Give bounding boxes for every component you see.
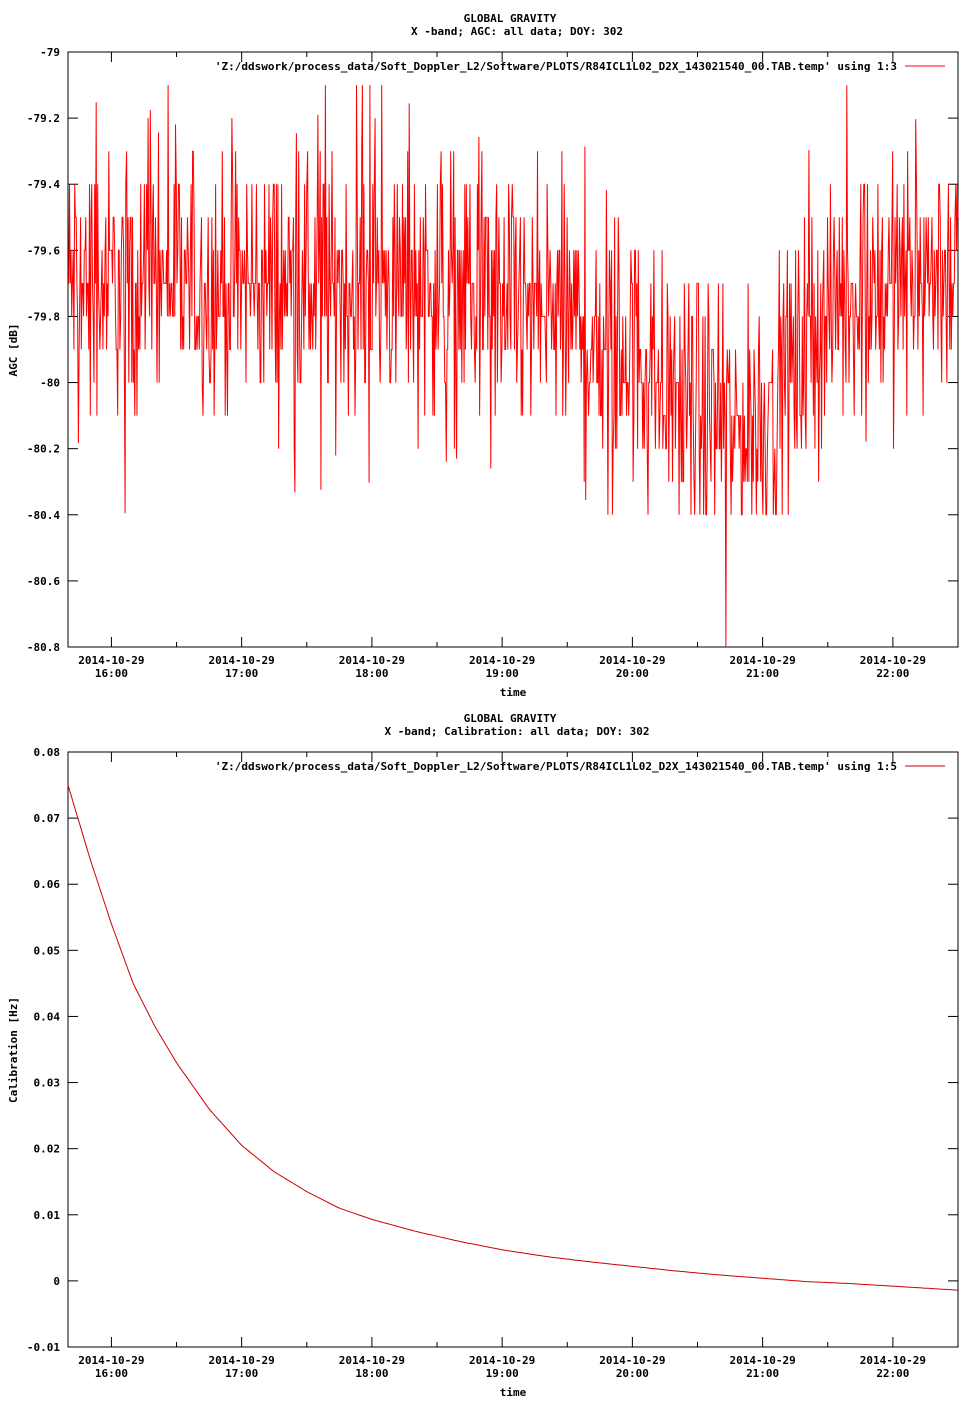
x-tick-label-time: 18:00 xyxy=(355,1367,388,1380)
y-tick-label: 0.05 xyxy=(34,944,61,957)
y-axis: 0.08 0.07 0.06 0.05 0.04 0.03 0.02 0.01 0 -0.01 xyxy=(27,746,958,1354)
chart-subtitle: X -band; Calibration: all data; DOY: 302 xyxy=(385,725,650,738)
x-tick-label-date: 2014-10-29 xyxy=(860,654,926,667)
x-tick-label-time: 18:00 xyxy=(355,667,388,680)
x-tick-label-date: 2014-10-29 xyxy=(209,1354,275,1367)
y-tick-label: -80.8 xyxy=(27,641,60,654)
y-tick-label: 0.07 xyxy=(34,812,61,825)
x-tick-label-date: 2014-10-29 xyxy=(78,1354,144,1367)
y-tick-label: -80.4 xyxy=(27,509,60,522)
y-tick-label: -80.6 xyxy=(27,575,60,588)
y-tick-label: -80 xyxy=(40,377,60,390)
y-tick-label: -79.2 xyxy=(27,112,60,125)
x-tick-label-date: 2014-10-29 xyxy=(339,654,405,667)
y-tick-label: 0.06 xyxy=(34,878,61,891)
y-tick-label: 0.02 xyxy=(34,1143,61,1156)
y-tick-label: -79.6 xyxy=(27,244,60,257)
calibration-chart: GLOBAL GRAVITY X -band; Calibration: all… xyxy=(7,712,959,1399)
x-tick-label-date: 2014-10-29 xyxy=(860,1354,926,1367)
y-tick-label: -80.2 xyxy=(27,443,60,456)
legend-label: 'Z:/ddswork/process_data/Soft_Doppler_L2… xyxy=(215,760,897,773)
series-layer xyxy=(67,784,959,1291)
y-tick-label: 0.04 xyxy=(34,1010,61,1023)
x-tick-label-date: 2014-10-29 xyxy=(599,1354,665,1367)
agc-chart: GLOBAL GRAVITY X -band; AGC: all data; D… xyxy=(7,12,959,699)
y-tick-label: -79 xyxy=(40,46,60,59)
x-tick-label-date: 2014-10-29 xyxy=(78,654,144,667)
x-tick-label-time: 22:00 xyxy=(876,1367,909,1380)
y-tick-label: 0.08 xyxy=(34,746,61,759)
x-tick-label-time: 17:00 xyxy=(225,667,258,680)
x-tick-label-date: 2014-10-29 xyxy=(730,654,796,667)
agc-chart-panel: GLOBAL GRAVITY X -band; AGC: all data; D… xyxy=(0,0,980,700)
x-tick-label-time: 20:00 xyxy=(616,1367,649,1380)
x-tick-label-time: 16:00 xyxy=(95,1367,128,1380)
x-tick-label-date: 2014-10-29 xyxy=(209,654,275,667)
x-axis-label: time xyxy=(500,686,527,699)
chart-subtitle: X -band; AGC: all data; DOY: 302 xyxy=(411,25,623,38)
x-tick-label-date: 2014-10-29 xyxy=(599,654,665,667)
y-tick-label: 0.01 xyxy=(34,1209,61,1222)
y-tick-label: -79.8 xyxy=(27,310,60,323)
x-tick-label-time: 21:00 xyxy=(746,667,779,680)
x-axis: 2014-10-2916:002014-10-2917:002014-10-29… xyxy=(78,752,959,1380)
x-tick-label-time: 19:00 xyxy=(486,1367,519,1380)
x-tick-label-time: 20:00 xyxy=(616,667,649,680)
y-tick-label: 0 xyxy=(53,1275,60,1288)
y-axis-label: Calibration [Hz] xyxy=(7,997,20,1103)
chart-title: GLOBAL GRAVITY xyxy=(464,12,557,25)
y-axis-label: AGC [dB] xyxy=(7,324,20,377)
calibration-chart-panel: GLOBAL GRAVITY X -band; Calibration: all… xyxy=(0,700,980,1400)
series-layer xyxy=(68,85,959,648)
x-tick-label-time: 22:00 xyxy=(876,667,909,680)
x-tick-label-time: 17:00 xyxy=(225,1367,258,1380)
x-tick-label-date: 2014-10-29 xyxy=(339,1354,405,1367)
x-tick-label-time: 19:00 xyxy=(486,667,519,680)
x-axis-label: time xyxy=(500,1386,527,1399)
series-line-0 xyxy=(68,85,959,648)
x-axis: 2014-10-2916:002014-10-2917:002014-10-29… xyxy=(78,52,959,680)
y-tick-label: -0.01 xyxy=(27,1341,60,1354)
x-tick-label-date: 2014-10-29 xyxy=(469,1354,535,1367)
x-tick-label-time: 16:00 xyxy=(95,667,128,680)
chart-title: GLOBAL GRAVITY xyxy=(464,712,557,725)
y-tick-label: 0.03 xyxy=(34,1077,61,1090)
series-line-0 xyxy=(67,784,959,1291)
legend-label: 'Z:/ddswork/process_data/Soft_Doppler_L2… xyxy=(215,60,897,73)
plot-frame xyxy=(67,51,959,648)
y-tick-label: -79.4 xyxy=(27,178,60,191)
x-tick-label-date: 2014-10-29 xyxy=(469,654,535,667)
x-tick-label-date: 2014-10-29 xyxy=(730,1354,796,1367)
plot-frame xyxy=(67,751,959,1348)
x-tick-label-time: 21:00 xyxy=(746,1367,779,1380)
